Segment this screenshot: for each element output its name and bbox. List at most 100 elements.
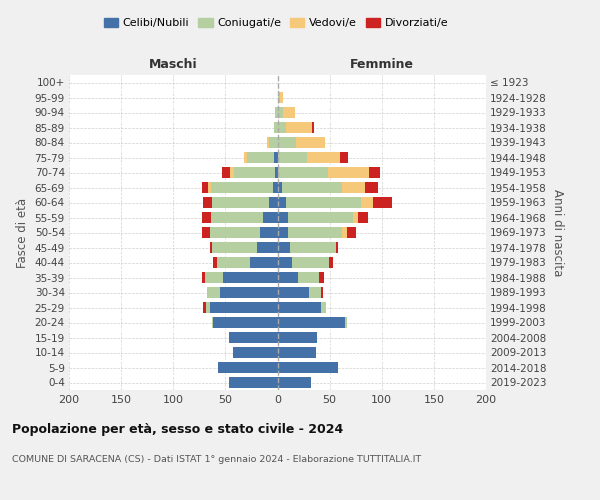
Bar bbox=[342, 226, 347, 238]
Bar bbox=[277, 362, 338, 374]
Bar bbox=[211, 182, 274, 194]
Bar bbox=[202, 212, 211, 224]
Bar bbox=[353, 212, 358, 224]
Bar bbox=[342, 182, 365, 194]
Text: Maschi: Maschi bbox=[149, 58, 197, 70]
Bar bbox=[277, 346, 316, 358]
Bar bbox=[340, 152, 349, 164]
Bar bbox=[307, 152, 340, 164]
Bar bbox=[369, 166, 380, 178]
Bar bbox=[274, 182, 277, 194]
Bar bbox=[312, 122, 314, 134]
Bar bbox=[328, 166, 369, 178]
Bar bbox=[202, 226, 210, 238]
Text: Popolazione per età, sesso e stato civile - 2024: Popolazione per età, sesso e stato civil… bbox=[12, 422, 343, 436]
Bar bbox=[263, 212, 277, 224]
Bar bbox=[257, 242, 277, 254]
Bar bbox=[210, 226, 260, 238]
Bar bbox=[210, 242, 212, 254]
Y-axis label: Anni di nascita: Anni di nascita bbox=[551, 189, 563, 276]
Bar bbox=[358, 212, 368, 224]
Bar bbox=[277, 332, 317, 344]
Bar bbox=[329, 256, 333, 268]
Bar bbox=[247, 152, 274, 164]
Bar bbox=[286, 122, 312, 134]
Bar bbox=[277, 226, 288, 238]
Bar bbox=[277, 212, 288, 224]
Bar bbox=[202, 272, 205, 283]
Legend: Celibi/Nubili, Coniugati/e, Vedovi/e, Divorziati/e: Celibi/Nubili, Coniugati/e, Vedovi/e, Di… bbox=[100, 13, 452, 32]
Bar bbox=[206, 302, 210, 314]
Bar bbox=[277, 136, 296, 148]
Bar bbox=[321, 286, 323, 298]
Bar bbox=[222, 166, 230, 178]
Bar bbox=[275, 166, 277, 178]
Bar bbox=[267, 136, 269, 148]
Bar bbox=[220, 286, 277, 298]
Bar bbox=[275, 106, 277, 118]
Bar bbox=[212, 242, 257, 254]
Text: Femmine: Femmine bbox=[350, 58, 414, 70]
Bar bbox=[274, 152, 277, 164]
Bar bbox=[202, 182, 208, 194]
Bar bbox=[309, 286, 321, 298]
Bar bbox=[277, 256, 292, 268]
Bar bbox=[212, 196, 269, 208]
Bar bbox=[277, 122, 286, 134]
Bar bbox=[277, 182, 281, 194]
Bar bbox=[280, 92, 283, 104]
Text: COMUNE DI SARACENA (CS) - Dati ISTAT 1° gennaio 2024 - Elaborazione TUTTITALIA.I: COMUNE DI SARACENA (CS) - Dati ISTAT 1° … bbox=[12, 455, 421, 464]
Bar bbox=[230, 166, 234, 178]
Bar bbox=[223, 272, 277, 283]
Bar bbox=[277, 106, 283, 118]
Bar bbox=[260, 226, 277, 238]
Bar bbox=[365, 182, 377, 194]
Bar bbox=[205, 272, 223, 283]
Bar bbox=[206, 286, 220, 298]
Bar bbox=[277, 166, 328, 178]
Bar bbox=[321, 302, 326, 314]
Bar bbox=[277, 316, 345, 328]
Y-axis label: Fasce di età: Fasce di età bbox=[16, 198, 29, 268]
Bar bbox=[244, 152, 247, 164]
Bar bbox=[298, 272, 319, 283]
Bar bbox=[286, 196, 361, 208]
Bar bbox=[277, 196, 286, 208]
Bar bbox=[288, 212, 353, 224]
Bar bbox=[277, 272, 298, 283]
Bar bbox=[288, 226, 342, 238]
Bar bbox=[211, 212, 263, 224]
Bar bbox=[277, 92, 280, 104]
Bar bbox=[203, 196, 212, 208]
Bar bbox=[277, 302, 321, 314]
Bar bbox=[218, 362, 277, 374]
Bar bbox=[274, 122, 277, 134]
Bar bbox=[229, 376, 277, 388]
Bar bbox=[250, 256, 277, 268]
Bar bbox=[212, 316, 213, 328]
Bar bbox=[269, 196, 277, 208]
Bar bbox=[281, 182, 342, 194]
Bar bbox=[213, 316, 277, 328]
Bar bbox=[345, 316, 347, 328]
Bar bbox=[234, 166, 275, 178]
Bar bbox=[210, 302, 277, 314]
Bar bbox=[229, 332, 277, 344]
Bar bbox=[347, 226, 356, 238]
Bar bbox=[277, 286, 309, 298]
Bar bbox=[336, 242, 338, 254]
Bar bbox=[208, 182, 211, 194]
Bar bbox=[296, 136, 325, 148]
Bar bbox=[283, 106, 295, 118]
Bar bbox=[217, 256, 250, 268]
Bar bbox=[290, 242, 336, 254]
Bar bbox=[277, 376, 311, 388]
Bar bbox=[277, 242, 290, 254]
Bar bbox=[213, 256, 217, 268]
Bar bbox=[361, 196, 373, 208]
Bar bbox=[319, 272, 325, 283]
Bar bbox=[277, 152, 307, 164]
Bar bbox=[373, 196, 392, 208]
Bar bbox=[269, 136, 277, 148]
Bar bbox=[203, 302, 206, 314]
